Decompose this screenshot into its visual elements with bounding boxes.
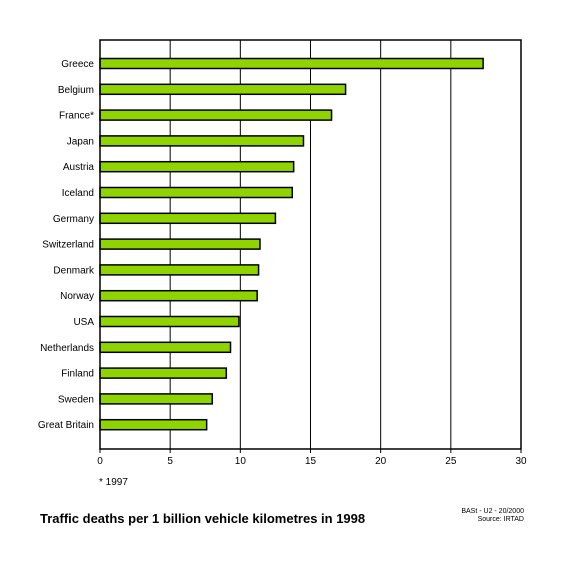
bar: [99, 83, 347, 96]
category-label: Netherlands: [40, 343, 94, 354]
bar: [99, 238, 261, 250]
bar: [99, 186, 294, 199]
category-label: Norway: [60, 291, 94, 302]
category-label: Sweden: [58, 394, 94, 405]
bar: [99, 393, 214, 405]
x-tick-label: 15: [305, 456, 317, 467]
bar: [99, 264, 260, 276]
category-label: Greece: [61, 59, 94, 70]
x-tick-label: 30: [515, 456, 527, 467]
bar: [99, 289, 258, 302]
x-tick-label: 25: [445, 456, 457, 467]
category-label: Finland: [61, 369, 94, 380]
category-label: Germany: [53, 214, 94, 225]
category-label: Austria: [63, 162, 95, 173]
x-tick-label: 0: [97, 456, 103, 467]
x-tick-label: 5: [167, 456, 173, 467]
category-label: Switzerland: [42, 240, 94, 251]
bar: [99, 367, 228, 379]
category-label: Iceland: [62, 188, 94, 199]
bar: [99, 418, 208, 431]
bar: [99, 57, 484, 70]
bar: [99, 160, 295, 173]
chart-title: Traffic deaths per 1 billion vehicle kil…: [40, 511, 366, 526]
credit-line-2: Source: IRTAD: [477, 516, 524, 523]
bar: [99, 212, 277, 225]
bar: [99, 135, 305, 147]
x-tick-label: 20: [375, 456, 387, 467]
category-label: Great Britain: [38, 420, 94, 431]
category-label: Belgium: [58, 85, 94, 96]
x-tick-label: 10: [235, 456, 247, 467]
category-label: Denmark: [53, 265, 95, 276]
category-label: France*: [59, 111, 94, 122]
bar: [99, 315, 240, 328]
bar: [99, 109, 333, 121]
source-credit: BASt - U2 - 20/2000 Source: IRTAD: [461, 508, 524, 524]
footnote: * 1997: [99, 477, 128, 488]
category-label: USA: [73, 317, 94, 328]
credit-line-1: BASt - U2 - 20/2000: [461, 508, 524, 515]
bar: [99, 341, 232, 354]
category-label: Japan: [67, 136, 94, 147]
